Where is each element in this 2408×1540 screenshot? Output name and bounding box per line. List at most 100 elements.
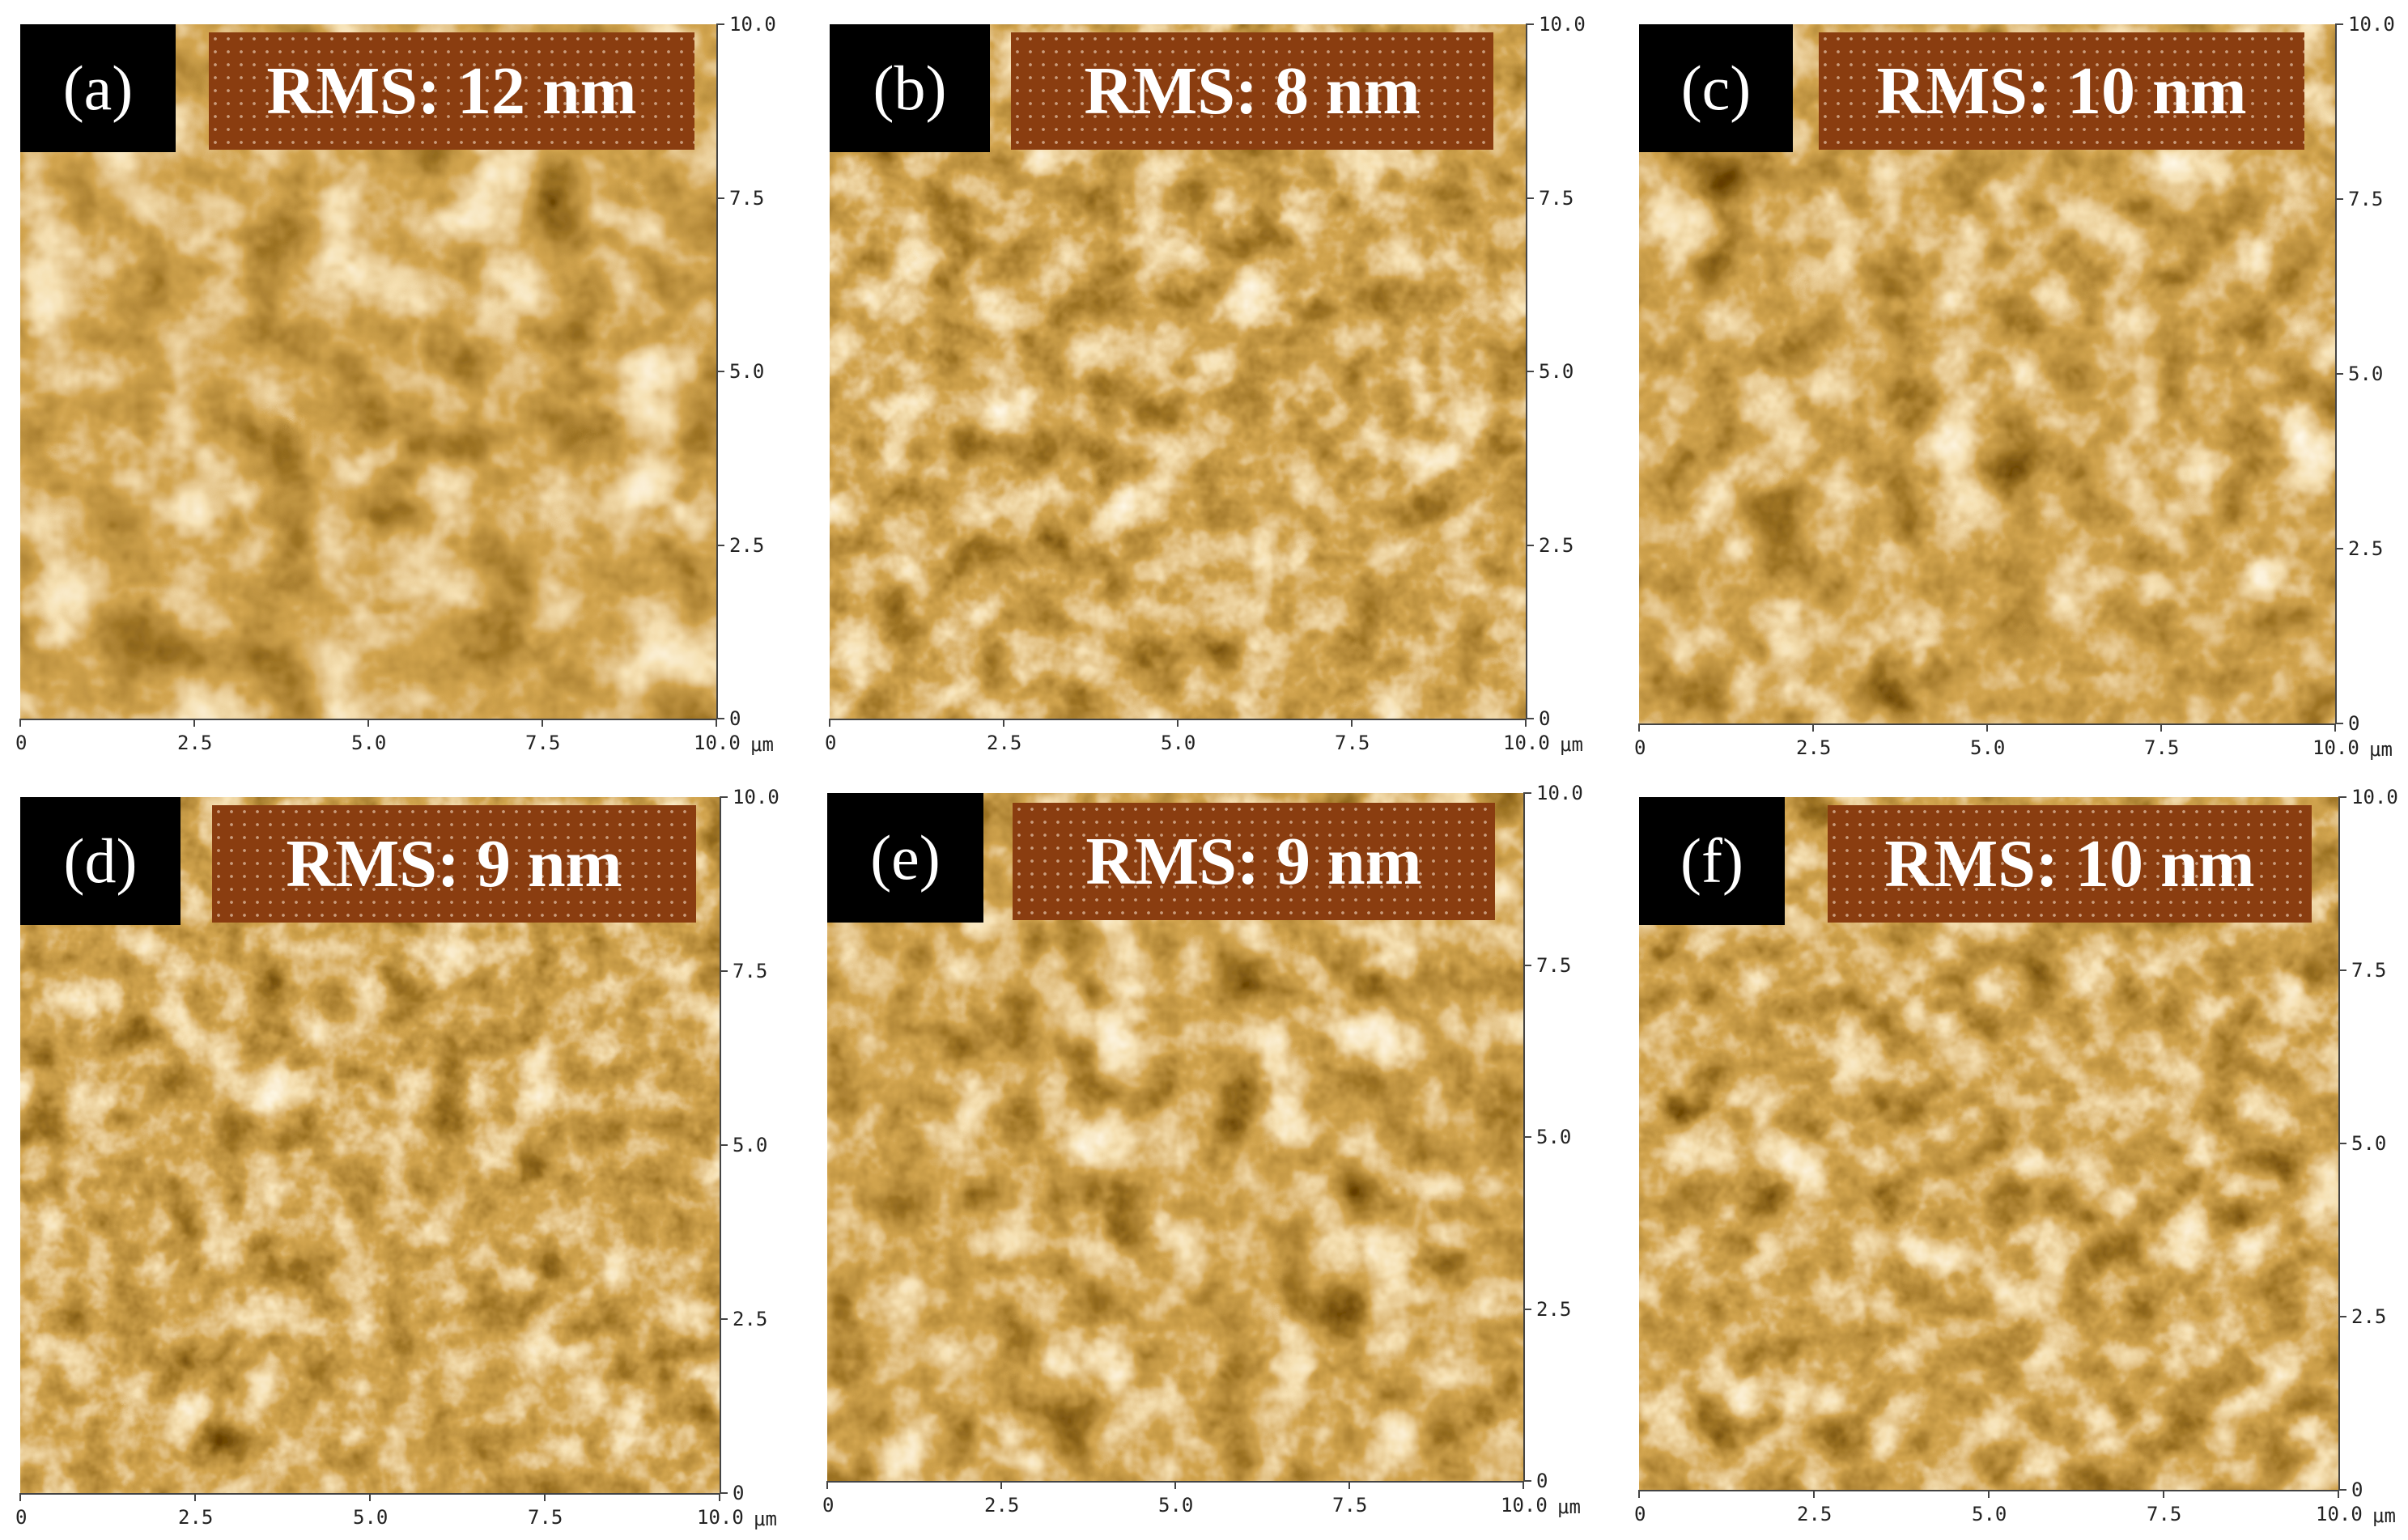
y-tick-label-a: 5.0 [729,360,765,383]
y-tick-mark-a [716,544,724,546]
x-tick-mark-d [19,1493,21,1501]
y-tick-mark-b [1526,544,1534,546]
y-tick-label-c: 0 [2348,712,2360,735]
y-tick-label-e: 2.5 [1536,1297,1572,1321]
x-tick-label-a: 7.5 [525,732,561,754]
x-tick-mark-c [1812,723,1814,732]
y-tick-label-a: 0 [729,707,741,730]
x-tick-mark-e [1348,1481,1350,1489]
y-tick-mark-d [720,1318,728,1320]
y-tick-mark-e [1523,792,1531,794]
y-tick-label-e: 10.0 [1536,782,1583,804]
rms-label-e: RMS: 9 nm [1013,803,1495,920]
x-tick-label-b: 10.0 [1503,732,1550,754]
x-tick-label-c: 10.0 [2312,736,2359,759]
x-tick-mark-a [716,719,717,727]
y-tick-label-d: 10.0 [733,786,779,808]
y-tick-mark-e [1523,1136,1531,1138]
y-tick-mark-a [716,718,724,719]
y-tick-mark-a [716,197,724,199]
rms-label-b: RMS: 8 nm [1011,32,1493,150]
x-tick-label-d: 10.0 [697,1506,744,1529]
x-tick-mark-c [2160,723,2162,732]
rms-label-d: RMS: 9 nm [212,805,696,923]
x-tick-label-c: 0 [1634,736,1646,759]
y-tick-label-e: 5.0 [1536,1126,1572,1148]
y-tick-mark-a [716,23,724,25]
y-tick-mark-f [2338,1316,2346,1317]
y-tick-mark-e [1523,1480,1531,1482]
panel-letter-d: (d) [20,797,180,925]
x-tick-mark-c [1986,723,1988,732]
y-tick-mark-b [1526,197,1534,199]
x-tick-mark-a [541,719,543,727]
y-tick-label-e: 0 [1536,1470,1548,1492]
y-tick-mark-c [2335,373,2343,375]
y-tick-label-a: 10.0 [729,13,776,36]
x-axis-unit-d: μm [754,1508,777,1530]
x-tick-mark-b [1525,719,1527,727]
y-tick-label-f: 5.0 [2351,1132,2387,1155]
y-tick-label-b: 0 [1539,707,1551,730]
y-tick-label-d: 2.5 [733,1308,768,1330]
y-tick-mark-b [1526,23,1534,25]
x-tick-mark-e [826,1481,828,1489]
x-tick-label-b: 7.5 [1335,732,1370,754]
x-tick-label-b: 0 [825,732,837,754]
x-tick-mark-a [19,719,21,727]
x-tick-label-a: 0 [15,732,28,754]
y-tick-mark-f [2338,796,2346,798]
rms-label-c: RMS: 10 nm [1819,32,2304,150]
panel-letter-c: (c) [1639,24,1793,152]
x-tick-label-e: 10.0 [1501,1494,1548,1517]
y-tick-mark-f [2338,1143,2346,1144]
x-axis-unit-b: μm [1560,733,1583,756]
x-tick-mark-d [369,1493,371,1501]
x-tick-mark-c [2334,723,2336,732]
x-tick-label-a: 2.5 [177,732,213,754]
x-tick-mark-e [1523,1481,1524,1489]
x-tick-label-e: 7.5 [1332,1494,1368,1517]
x-tick-mark-f [2338,1490,2339,1498]
y-tick-label-c: 10.0 [2348,13,2395,36]
panel-letter-b: (b) [830,24,990,152]
x-tick-label-f: 0 [1634,1503,1646,1525]
y-tick-label-c: 5.0 [2348,363,2384,385]
y-tick-mark-c [2335,548,2343,549]
x-tick-label-f: 7.5 [2147,1503,2182,1525]
y-tick-mark-c [2335,723,2343,724]
x-tick-mark-f [1638,1490,1640,1498]
x-tick-label-d: 2.5 [178,1506,214,1529]
y-tick-mark-e [1523,964,1531,966]
y-tick-label-f: 7.5 [2351,959,2387,982]
x-tick-label-d: 0 [15,1506,28,1529]
x-tick-mark-a [367,719,369,727]
x-tick-mark-a [193,719,195,727]
x-tick-label-f: 10.0 [2316,1503,2363,1525]
x-tick-label-e: 5.0 [1158,1494,1194,1517]
x-tick-mark-c [1638,723,1640,732]
x-tick-label-c: 2.5 [1796,736,1832,759]
x-tick-mark-b [1177,719,1179,727]
x-tick-mark-b [1003,719,1004,727]
x-tick-label-f: 2.5 [1797,1503,1833,1525]
y-tick-label-b: 5.0 [1539,360,1574,383]
x-tick-mark-e [1000,1481,1002,1489]
y-tick-label-b: 2.5 [1539,533,1574,557]
y-tick-label-b: 10.0 [1539,13,1586,36]
rms-label-a: RMS: 12 nm [209,32,694,150]
y-tick-mark-c [2335,23,2343,25]
y-tick-label-d: 0 [733,1482,745,1504]
panel-letter-a: (a) [20,24,176,152]
y-tick-label-a: 2.5 [729,533,765,557]
y-tick-mark-b [1526,371,1534,372]
y-tick-mark-d [720,1492,728,1494]
y-tick-mark-e [1523,1308,1531,1310]
y-tick-label-f: 10.0 [2351,786,2398,808]
y-tick-label-e: 7.5 [1536,953,1572,977]
x-tick-mark-b [829,719,830,727]
x-tick-label-e: 0 [822,1494,835,1517]
x-tick-mark-f [2163,1490,2164,1498]
panel-letter-e: (e) [827,793,983,923]
x-axis-unit-f: μm [2372,1504,2396,1527]
